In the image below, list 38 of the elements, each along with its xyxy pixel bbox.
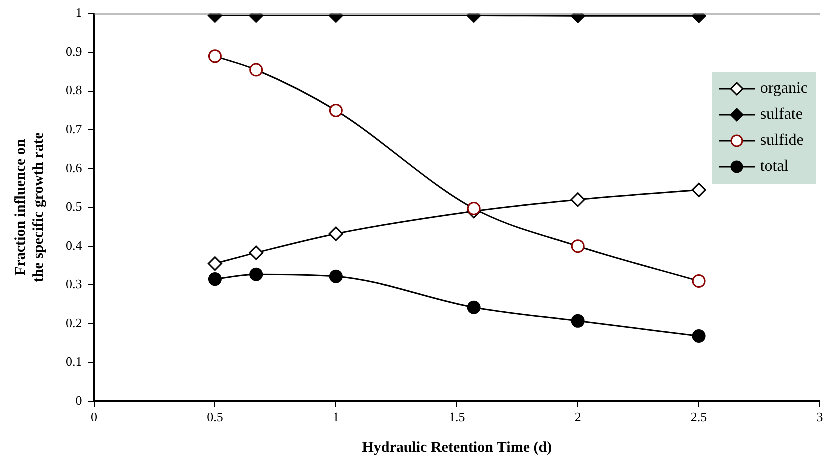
point [570, 192, 586, 208]
legend-label: sulfate [760, 104, 803, 125]
y-axis-title: Fraction influence on the specific growth rate [12, 132, 47, 283]
x-axis-title: Hydraulic Retention Time (d) [362, 440, 552, 456]
point [467, 300, 481, 314]
legend-label: sulfide [760, 130, 804, 151]
legend-label: organic [760, 78, 808, 99]
point [467, 202, 481, 216]
y-tick-label: 0.2 [66, 315, 82, 330]
y-tick-label: 1 [76, 5, 82, 20]
x-tick-label: 1 [332, 410, 340, 425]
point [208, 256, 222, 272]
point [692, 182, 706, 198]
x-tick-label: 2 [574, 410, 582, 425]
point [571, 240, 585, 254]
x-tick-label: 2.5 [690, 410, 708, 425]
y-tick-label: 0.6 [66, 160, 83, 176]
x-tick-label: 0 [91, 410, 98, 425]
legend-label: total [760, 156, 789, 177]
y-tick-label: 0 [76, 392, 82, 408]
point [249, 246, 264, 260]
y-tick-label: 0.1 [66, 354, 82, 370]
y-tick-label: 0.9 [66, 44, 82, 59]
y-tick-label: 0.4 [66, 238, 83, 253]
point [250, 268, 264, 282]
point [329, 270, 343, 284]
y-tick-label: 0.3 [66, 276, 82, 292]
y-tick-label: 0.7 [66, 122, 83, 136]
point [328, 226, 344, 242]
point [692, 330, 706, 344]
y-tick-label: 0.8 [66, 82, 82, 98]
point [208, 272, 222, 286]
y-tick-label: 0.5 [66, 199, 82, 214]
point [571, 314, 585, 328]
x-tick-label: 3 [816, 410, 824, 425]
x-tick-label: 0.5 [207, 410, 224, 425]
x-tick-label: 1.5 [449, 410, 466, 425]
point [692, 274, 706, 288]
